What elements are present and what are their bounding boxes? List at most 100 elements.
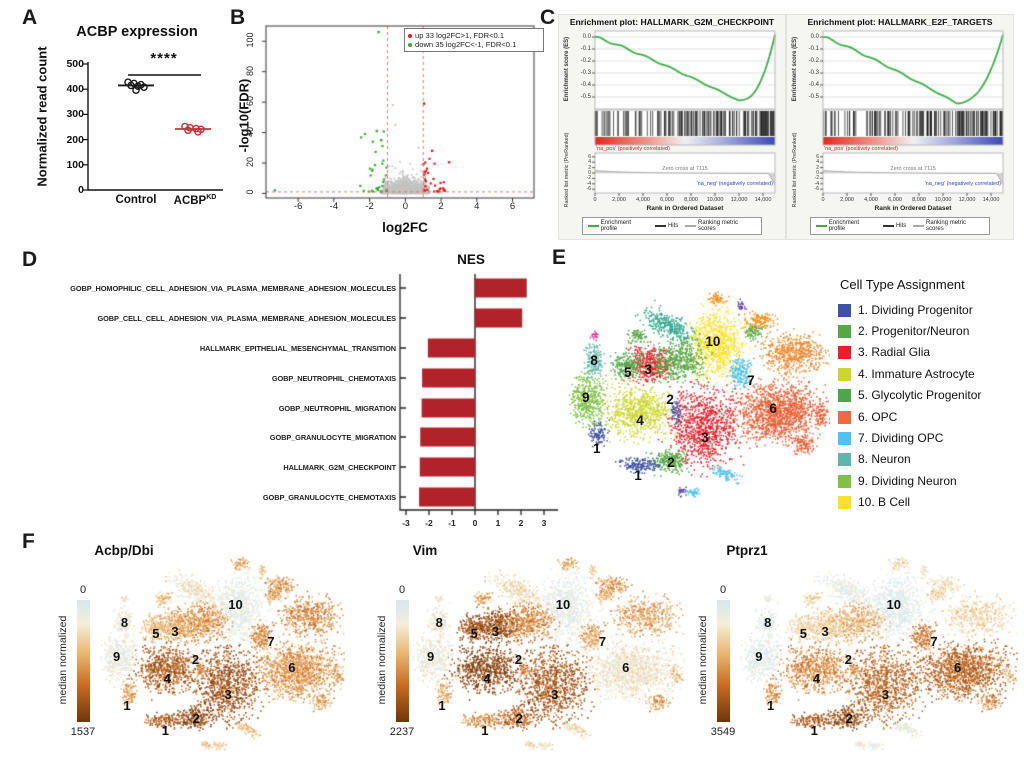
- cluster-number-label: 2: [667, 455, 675, 471]
- cluster-number-label: 1: [634, 468, 642, 484]
- nes-xtick: 3: [541, 518, 547, 528]
- nes-xtick: 0: [472, 518, 478, 528]
- gsea-metric-ytick: 0: [588, 170, 591, 176]
- volcano-xtick: 0: [402, 201, 408, 212]
- volcano-legend: up 33 log2FC>1, FDR<0.1 down 35 log2FC<-…: [404, 28, 544, 52]
- cluster-number-label: 3: [224, 687, 232, 703]
- volcano-legend-up-text: up 33 log2FC>1, FDR<0.1: [415, 31, 505, 40]
- gsea-metric-ylabel: Ranked list metric (PreRanked): [792, 132, 798, 208]
- cluster-number-label: 3: [881, 687, 889, 703]
- colorbar-vim: [396, 600, 409, 722]
- gsea-metric-ytick: -6: [814, 186, 819, 193]
- celltype-legend-item: 8. Neuron: [858, 452, 911, 467]
- cluster-number-label: 10: [555, 597, 571, 613]
- gsea-neg-label: 'na_neg' (negatively correlated): [924, 181, 1001, 187]
- panel-a-ytick: 300: [66, 108, 84, 121]
- celltype-swatch: [838, 453, 851, 467]
- cluster-number-label: 10: [228, 597, 243, 613]
- volcano-legend-up: up 33 log2FC>1, FDR<0.1: [408, 31, 540, 40]
- celltype-swatch: [838, 367, 851, 381]
- celltype-swatch: [838, 496, 851, 510]
- tsne-canvas-ptprz1: [740, 554, 1018, 759]
- panel-a-label: A: [22, 6, 38, 29]
- gsea-plot-g2m: Enrichment plot: HALLMARK_G2M_CHECKPOINT…: [558, 14, 786, 240]
- panel-a-ytick: 0: [78, 184, 84, 196]
- colorbar-label-vim: median normalized: [376, 615, 388, 705]
- control-label: Control: [115, 194, 157, 206]
- cluster-number-label: 1: [161, 723, 170, 739]
- gsea-es-ytick: -0.1: [808, 45, 819, 52]
- cluster-number-label: 4: [636, 412, 644, 428]
- cluster-number-label: 4: [483, 670, 491, 686]
- celltype-legend-item: 9. Dividing Neuron: [858, 473, 957, 488]
- colorbar-min-vim: 0: [398, 584, 406, 596]
- gsea-metric-ytick: 0: [816, 170, 819, 176]
- celltype-swatch: [838, 410, 851, 424]
- volcano-ytick: 40: [245, 126, 255, 137]
- gsea-es-ytick: -0.2: [580, 57, 591, 64]
- colorbar-ptprz1: [717, 600, 730, 722]
- up-dot-icon: [408, 33, 412, 38]
- gsea-xtick: 2,000: [612, 197, 626, 203]
- celltype-legend-item: 7. Dividing OPC: [858, 430, 944, 445]
- cluster-number-label: 2: [515, 710, 523, 726]
- panel-b-xlabel: log2FC: [382, 220, 428, 235]
- celltype-legend-item: 2. Progenitor/Neuron: [858, 323, 970, 338]
- gsea-es-ytick: 0.0: [810, 33, 819, 40]
- cluster-number-label: 5: [799, 625, 807, 641]
- gsea-legend-metric-text: Ranking metric scores: [698, 220, 739, 232]
- panel-a-significance: ****: [150, 50, 178, 67]
- gsea-xtick: 6,000: [888, 197, 902, 203]
- cluster-number-label: 4: [812, 670, 821, 686]
- gsea-legend-metric-text: Ranking metric scores: [926, 220, 967, 232]
- cluster-number-label: 2: [844, 651, 853, 667]
- gsea-plot-e2f: Enrichment plot: HALLMARK_E2F_TARGETS En…: [786, 14, 1014, 240]
- cluster-number-label: 1: [593, 441, 601, 457]
- tsne-canvas-vim: [412, 554, 685, 759]
- cluster-number-label: 4: [163, 670, 171, 686]
- gsea-es-ytick: -0.5: [808, 93, 819, 100]
- gsea-xtick: 4,000: [864, 197, 878, 203]
- celltype-legend-item: 4. Immature Astrocyte: [858, 366, 975, 381]
- gsea-legend-hits-text: Hits: [895, 223, 907, 229]
- celltype-swatch: [838, 303, 851, 317]
- nes-xtick: 2: [518, 518, 524, 528]
- volcano-xtick: -4: [329, 201, 339, 212]
- nes-category-label: HALLMARK_EPITHELIAL_MESENCHYMAL_TRANSITI…: [199, 344, 396, 353]
- gsea-es-ytick: -0.5: [580, 93, 591, 100]
- gsea-metric-ytick: -4: [586, 180, 591, 187]
- celltype-swatch: [838, 346, 851, 360]
- gsea-legend-box: Enrichment profile Hits Ranking metric s…: [582, 217, 762, 235]
- colorbar-label-ptprz1: median normalized: [697, 615, 709, 705]
- gsea-metric-ytick: -2: [586, 175, 591, 182]
- celltype-legend-item: 1. Dividing Progenitor: [858, 302, 973, 317]
- down-dot-icon: [408, 42, 412, 47]
- volcano-xtick: 4: [474, 201, 480, 212]
- cluster-number-label: 3: [491, 623, 500, 639]
- cluster-number-label: 9: [426, 649, 435, 665]
- cluster-number-label: 3: [821, 623, 829, 639]
- gsea-es-ytick: 0.0: [582, 33, 591, 40]
- cluster-number-label: 7: [930, 633, 938, 649]
- hits-line-icon: [654, 225, 666, 227]
- panel-a-group-control: Control: [101, 194, 171, 206]
- cluster-number-label: 2: [845, 710, 853, 726]
- gsea-xtick: 12,000: [730, 197, 748, 203]
- volcano-legend-down: down 35 log2FC<-1, FDR<0.1: [408, 40, 540, 49]
- panel-c-label: C: [540, 6, 556, 29]
- cluster-number-label: 1: [123, 698, 131, 714]
- metric-line-icon: [685, 225, 697, 227]
- nes-category-label: GOBP_NEUTROPHIL_CHEMOTAXIS: [271, 374, 396, 383]
- cluster-number-label: 6: [288, 660, 296, 676]
- nes-xtick: -2: [425, 518, 433, 528]
- gsea-pos-label: 'na_pos' (positively correlated): [824, 146, 898, 152]
- gsea-legend-metric: Ranking metric scores: [685, 220, 756, 232]
- cluster-number-label: 3: [644, 362, 652, 378]
- celltype-swatch: [838, 389, 851, 403]
- metric-line-icon: [913, 225, 925, 227]
- gsea-legend-profile: Enrichment profile: [816, 220, 876, 232]
- gsea-es-ytick: -0.2: [808, 57, 819, 64]
- profile-line-icon: [588, 225, 599, 227]
- cluster-number-label: 5: [623, 364, 632, 380]
